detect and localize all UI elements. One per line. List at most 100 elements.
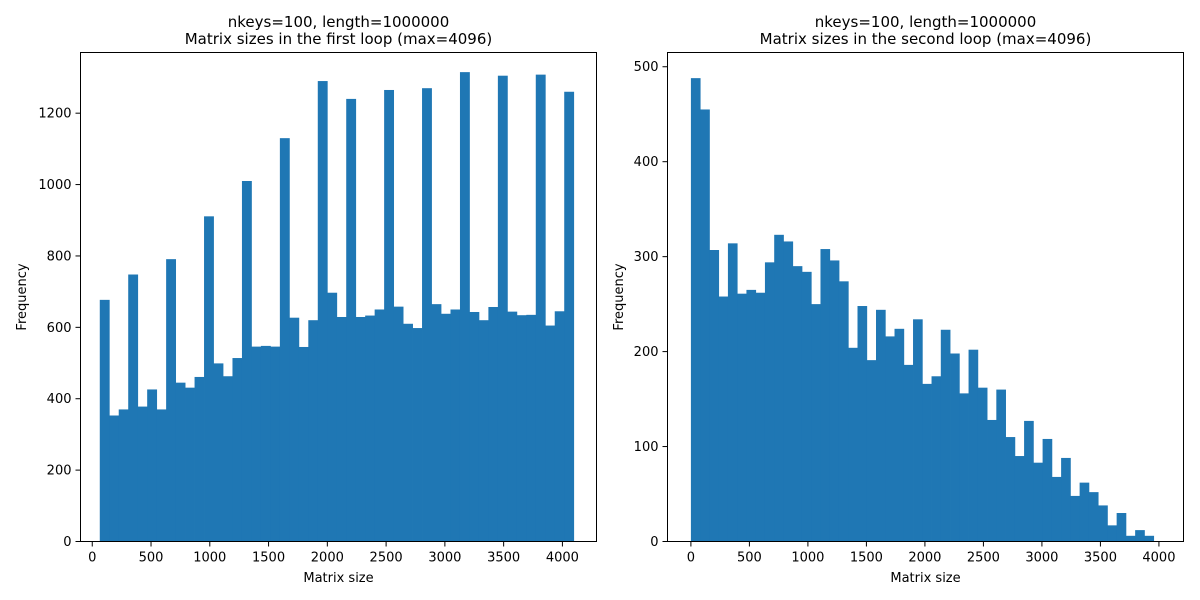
chart-subtitle: Matrix sizes in the second loop (max=409…: [760, 30, 1092, 48]
y-tick-label: 100: [634, 440, 659, 455]
histogram-bar: [764, 262, 775, 542]
histogram-bar: [260, 345, 271, 542]
x-tick-label: 1000: [193, 551, 226, 566]
histogram-bar: [959, 393, 969, 542]
y-tick-label: 0: [650, 535, 658, 550]
histogram-bar: [950, 353, 960, 542]
histogram-bar: [801, 271, 812, 542]
histogram-bar: [336, 316, 347, 542]
histogram-bar: [469, 311, 480, 542]
histogram-bar: [431, 304, 442, 542]
histogram-bar: [317, 81, 328, 542]
y-tick-label: 300: [634, 250, 659, 265]
histogram-bar: [507, 311, 518, 542]
histogram-bar: [185, 387, 195, 542]
histogram-panel-first-loop: nkeys=100, length=1000000 Matrix sizes i…: [15, 13, 597, 586]
histogram-bar: [1042, 438, 1053, 542]
histogram-bar: [829, 260, 840, 542]
histogram-bar: [746, 289, 757, 542]
histogram-bar: [774, 234, 784, 542]
histogram-bar: [903, 364, 914, 542]
histogram-bar: [1033, 462, 1044, 542]
histogram-bar: [1070, 495, 1081, 542]
histogram-bar: [118, 409, 129, 542]
histogram-bar: [384, 89, 395, 542]
histogram-bar: [308, 320, 319, 542]
histogram-bar: [876, 309, 886, 542]
histogram-bar: [1079, 482, 1090, 542]
histogram-bar: [848, 347, 858, 542]
chart-title: nkeys=100, length=1000000: [815, 13, 1037, 31]
plot-frame: [80, 52, 597, 542]
histogram-bar: [1061, 457, 1071, 542]
histogram-bar: [820, 249, 831, 542]
histogram-bar: [175, 382, 186, 542]
histogram-bar: [194, 376, 205, 542]
histogram-bar: [931, 376, 942, 542]
histogram-bar: [478, 320, 489, 542]
histogram-bar: [526, 314, 537, 542]
histogram-bar: [700, 109, 710, 542]
histogram-bar: [564, 91, 575, 542]
y-tick-label: 200: [634, 345, 659, 360]
histogram-bar: [1125, 535, 1136, 542]
histogram-bar: [137, 406, 148, 542]
x-tick-label: 2000: [311, 551, 344, 566]
histogram-bar: [940, 329, 951, 542]
y-tick-label: 1000: [38, 178, 71, 193]
histogram-bar: [1088, 492, 1099, 542]
histogram-bar: [213, 363, 224, 542]
histogram-bar: [128, 274, 139, 542]
x-tick-label: 500: [139, 551, 164, 566]
y-tick-label: 1200: [38, 107, 71, 122]
histogram-bar: [838, 281, 849, 542]
histogram-bar: [156, 409, 167, 542]
y-tick-label: 500: [634, 60, 659, 75]
histogram-bar: [977, 387, 988, 542]
histogram-bar: [709, 250, 720, 542]
histogram-bar: [1051, 476, 1062, 542]
histogram-bar: [755, 292, 766, 542]
histogram-bar: [109, 415, 120, 542]
chart-title: nkeys=100, length=1000000: [228, 13, 450, 31]
histogram-bar: [718, 296, 729, 542]
histogram-bar: [1107, 525, 1118, 542]
x-tick-label: 3500: [487, 551, 520, 566]
bars-group: [99, 72, 575, 542]
histogram-bar: [811, 304, 821, 542]
x-axis-ticks: 0 500 1000 1500 2000 2500 3000 3500 4000: [88, 541, 579, 566]
histogram-bar: [374, 309, 385, 542]
histogram-bar: [516, 315, 527, 542]
histogram-bar: [727, 243, 738, 542]
x-tick-label: 2500: [967, 551, 1000, 566]
x-tick-label: 0: [687, 551, 695, 566]
histogram-bar: [857, 306, 868, 542]
histogram-bar: [393, 306, 404, 542]
histogram-bar: [737, 293, 747, 542]
histogram-bar: [166, 259, 177, 542]
histogram-bar: [365, 315, 376, 542]
histogram-bar: [279, 138, 290, 542]
y-tick-label: 600: [47, 321, 72, 336]
x-tick-label: 2000: [908, 551, 941, 566]
x-tick-label: 3000: [428, 551, 461, 566]
y-tick-label: 200: [47, 464, 72, 479]
histogram-bar: [422, 88, 432, 542]
y-tick-label: 400: [634, 155, 659, 170]
histogram-bar: [913, 319, 923, 542]
histogram-bar: [355, 316, 366, 542]
histogram-bar: [459, 72, 470, 542]
histogram-bar: [1116, 513, 1127, 542]
y-tick-label: 0: [63, 535, 71, 550]
histogram-bar: [1014, 456, 1025, 542]
histogram-bar: [232, 358, 243, 542]
histogram-bar: [968, 349, 979, 542]
y-axis-ticks: 0 100 200 300 400 500: [634, 60, 668, 550]
x-tick-label: 500: [737, 551, 762, 566]
histogram-bar: [298, 346, 309, 542]
x-axis-label: Matrix size: [303, 571, 373, 586]
histogram-bar: [289, 317, 300, 542]
x-tick-label: 0: [88, 551, 96, 566]
histogram-bar: [1024, 420, 1034, 542]
